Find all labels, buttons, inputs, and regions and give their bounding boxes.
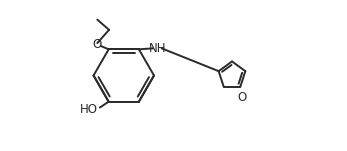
Text: O: O (237, 91, 246, 104)
Text: HO: HO (80, 103, 98, 116)
Text: NH: NH (149, 42, 166, 55)
Text: O: O (93, 38, 102, 51)
